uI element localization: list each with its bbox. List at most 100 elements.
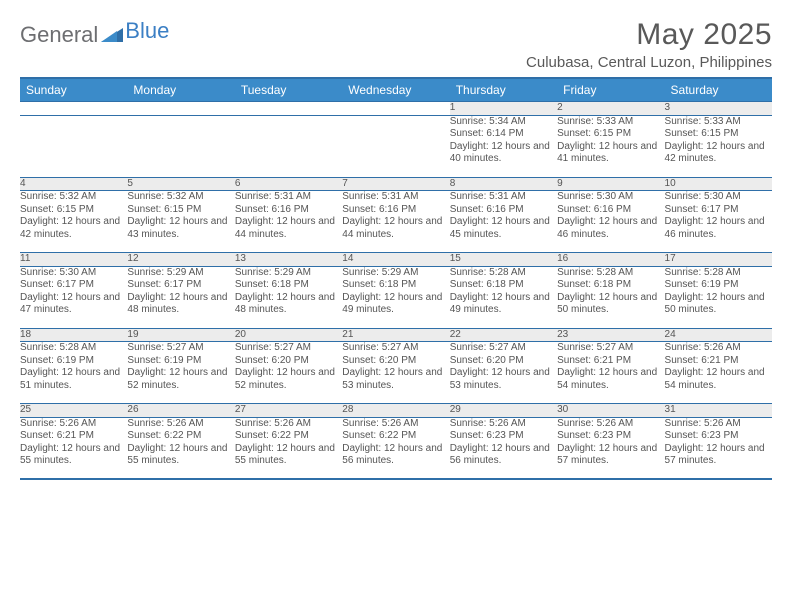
sunset-line: Sunset: 6:15 PM <box>20 204 127 217</box>
weekday-header: Friday <box>557 78 664 102</box>
daylight-line: Daylight: 12 hours and 57 minutes. <box>557 443 664 468</box>
sunset-line: Sunset: 6:15 PM <box>127 204 234 217</box>
day-number-cell: 21 <box>342 328 449 342</box>
sunset-line: Sunset: 6:22 PM <box>342 430 449 443</box>
brand-text-1: General <box>20 24 98 46</box>
day-detail-cell: Sunrise: 5:26 AMSunset: 6:22 PMDaylight:… <box>342 417 449 479</box>
location-text: Culubasa, Central Luzon, Philippines <box>526 54 772 71</box>
sunset-line: Sunset: 6:21 PM <box>557 355 664 368</box>
day-detail-cell <box>127 115 234 177</box>
daylight-line: Daylight: 12 hours and 51 minutes. <box>20 367 127 392</box>
calendar-page: General Blue May 2025 Culubasa, Central … <box>0 0 792 492</box>
day-detail-cell <box>20 115 127 177</box>
day-number-row: 11121314151617 <box>20 253 772 267</box>
day-number-cell: 15 <box>450 253 557 267</box>
sunrise-line: Sunrise: 5:27 AM <box>557 342 664 355</box>
day-number-cell: 17 <box>665 253 772 267</box>
day-detail-cell: Sunrise: 5:29 AMSunset: 6:18 PMDaylight:… <box>235 266 342 328</box>
day-detail-cell <box>235 115 342 177</box>
sunset-line: Sunset: 6:17 PM <box>20 279 127 292</box>
daylight-line: Daylight: 12 hours and 57 minutes. <box>665 443 772 468</box>
day-detail-cell <box>342 115 449 177</box>
sunrise-line: Sunrise: 5:27 AM <box>342 342 449 355</box>
sunrise-line: Sunrise: 5:31 AM <box>342 191 449 204</box>
day-number-cell: 20 <box>235 328 342 342</box>
weekday-header: Monday <box>127 78 234 102</box>
day-detail-cell: Sunrise: 5:29 AMSunset: 6:17 PMDaylight:… <box>127 266 234 328</box>
day-detail-row: Sunrise: 5:34 AMSunset: 6:14 PMDaylight:… <box>20 115 772 177</box>
sunrise-line: Sunrise: 5:29 AM <box>342 267 449 280</box>
month-title: May 2025 <box>526 18 772 52</box>
sunset-line: Sunset: 6:17 PM <box>127 279 234 292</box>
daylight-line: Daylight: 12 hours and 48 minutes. <box>127 292 234 317</box>
day-number-cell: 25 <box>20 404 127 418</box>
sunrise-line: Sunrise: 5:26 AM <box>557 418 664 431</box>
daylight-line: Daylight: 12 hours and 46 minutes. <box>557 216 664 241</box>
daylight-line: Daylight: 12 hours and 50 minutes. <box>665 292 772 317</box>
sunrise-line: Sunrise: 5:26 AM <box>665 418 772 431</box>
daylight-line: Daylight: 12 hours and 55 minutes. <box>20 443 127 468</box>
daylight-line: Daylight: 12 hours and 52 minutes. <box>235 367 342 392</box>
day-detail-cell: Sunrise: 5:33 AMSunset: 6:15 PMDaylight:… <box>665 115 772 177</box>
day-number-cell: 29 <box>450 404 557 418</box>
sunrise-line: Sunrise: 5:27 AM <box>127 342 234 355</box>
sunrise-line: Sunrise: 5:30 AM <box>665 191 772 204</box>
day-detail-cell: Sunrise: 5:31 AMSunset: 6:16 PMDaylight:… <box>450 191 557 253</box>
daylight-line: Daylight: 12 hours and 46 minutes. <box>665 216 772 241</box>
title-block: May 2025 Culubasa, Central Luzon, Philip… <box>526 18 772 71</box>
day-detail-cell: Sunrise: 5:34 AMSunset: 6:14 PMDaylight:… <box>450 115 557 177</box>
day-number-row: 25262728293031 <box>20 404 772 418</box>
sunrise-line: Sunrise: 5:29 AM <box>127 267 234 280</box>
sunset-line: Sunset: 6:16 PM <box>235 204 342 217</box>
day-number-cell: 1 <box>450 102 557 116</box>
day-number-cell: 11 <box>20 253 127 267</box>
day-detail-cell: Sunrise: 5:28 AMSunset: 6:18 PMDaylight:… <box>557 266 664 328</box>
day-detail-cell: Sunrise: 5:27 AMSunset: 6:20 PMDaylight:… <box>235 342 342 404</box>
daylight-line: Daylight: 12 hours and 54 minutes. <box>557 367 664 392</box>
day-number-cell: 18 <box>20 328 127 342</box>
day-detail-cell: Sunrise: 5:30 AMSunset: 6:17 PMDaylight:… <box>20 266 127 328</box>
sunrise-line: Sunrise: 5:29 AM <box>235 267 342 280</box>
day-number-cell: 8 <box>450 177 557 191</box>
daylight-line: Daylight: 12 hours and 44 minutes. <box>235 216 342 241</box>
day-detail-cell: Sunrise: 5:28 AMSunset: 6:18 PMDaylight:… <box>450 266 557 328</box>
day-number-cell: 10 <box>665 177 772 191</box>
day-number-cell: 14 <box>342 253 449 267</box>
daylight-line: Daylight: 12 hours and 52 minutes. <box>127 367 234 392</box>
daylight-line: Daylight: 12 hours and 49 minutes. <box>342 292 449 317</box>
sunrise-line: Sunrise: 5:32 AM <box>127 191 234 204</box>
day-detail-row: Sunrise: 5:28 AMSunset: 6:19 PMDaylight:… <box>20 342 772 404</box>
sunset-line: Sunset: 6:19 PM <box>665 279 772 292</box>
weekday-header-row: Sunday Monday Tuesday Wednesday Thursday… <box>20 78 772 102</box>
sunset-line: Sunset: 6:14 PM <box>450 128 557 141</box>
day-number-cell: 26 <box>127 404 234 418</box>
sunrise-line: Sunrise: 5:31 AM <box>450 191 557 204</box>
sunset-line: Sunset: 6:19 PM <box>20 355 127 368</box>
sunset-line: Sunset: 6:21 PM <box>665 355 772 368</box>
calendar-table: Sunday Monday Tuesday Wednesday Thursday… <box>20 77 772 480</box>
sunset-line: Sunset: 6:15 PM <box>557 128 664 141</box>
sunset-line: Sunset: 6:23 PM <box>450 430 557 443</box>
day-detail-cell: Sunrise: 5:30 AMSunset: 6:16 PMDaylight:… <box>557 191 664 253</box>
sunset-line: Sunset: 6:15 PM <box>665 128 772 141</box>
sunrise-line: Sunrise: 5:26 AM <box>342 418 449 431</box>
daylight-line: Daylight: 12 hours and 50 minutes. <box>557 292 664 317</box>
brand-triangle-icon <box>101 28 123 42</box>
sunset-line: Sunset: 6:18 PM <box>557 279 664 292</box>
day-number-cell: 22 <box>450 328 557 342</box>
daylight-line: Daylight: 12 hours and 49 minutes. <box>450 292 557 317</box>
day-number-cell: 6 <box>235 177 342 191</box>
day-number-cell: 28 <box>342 404 449 418</box>
day-number-cell <box>127 102 234 116</box>
sunrise-line: Sunrise: 5:28 AM <box>665 267 772 280</box>
sunrise-line: Sunrise: 5:33 AM <box>557 116 664 129</box>
day-number-cell <box>235 102 342 116</box>
sunset-line: Sunset: 6:16 PM <box>557 204 664 217</box>
brand-logo: General Blue <box>20 18 171 46</box>
day-detail-cell: Sunrise: 5:29 AMSunset: 6:18 PMDaylight:… <box>342 266 449 328</box>
day-detail-cell: Sunrise: 5:28 AMSunset: 6:19 PMDaylight:… <box>665 266 772 328</box>
sunrise-line: Sunrise: 5:28 AM <box>450 267 557 280</box>
daylight-line: Daylight: 12 hours and 53 minutes. <box>342 367 449 392</box>
day-number-cell <box>342 102 449 116</box>
sunrise-line: Sunrise: 5:28 AM <box>557 267 664 280</box>
